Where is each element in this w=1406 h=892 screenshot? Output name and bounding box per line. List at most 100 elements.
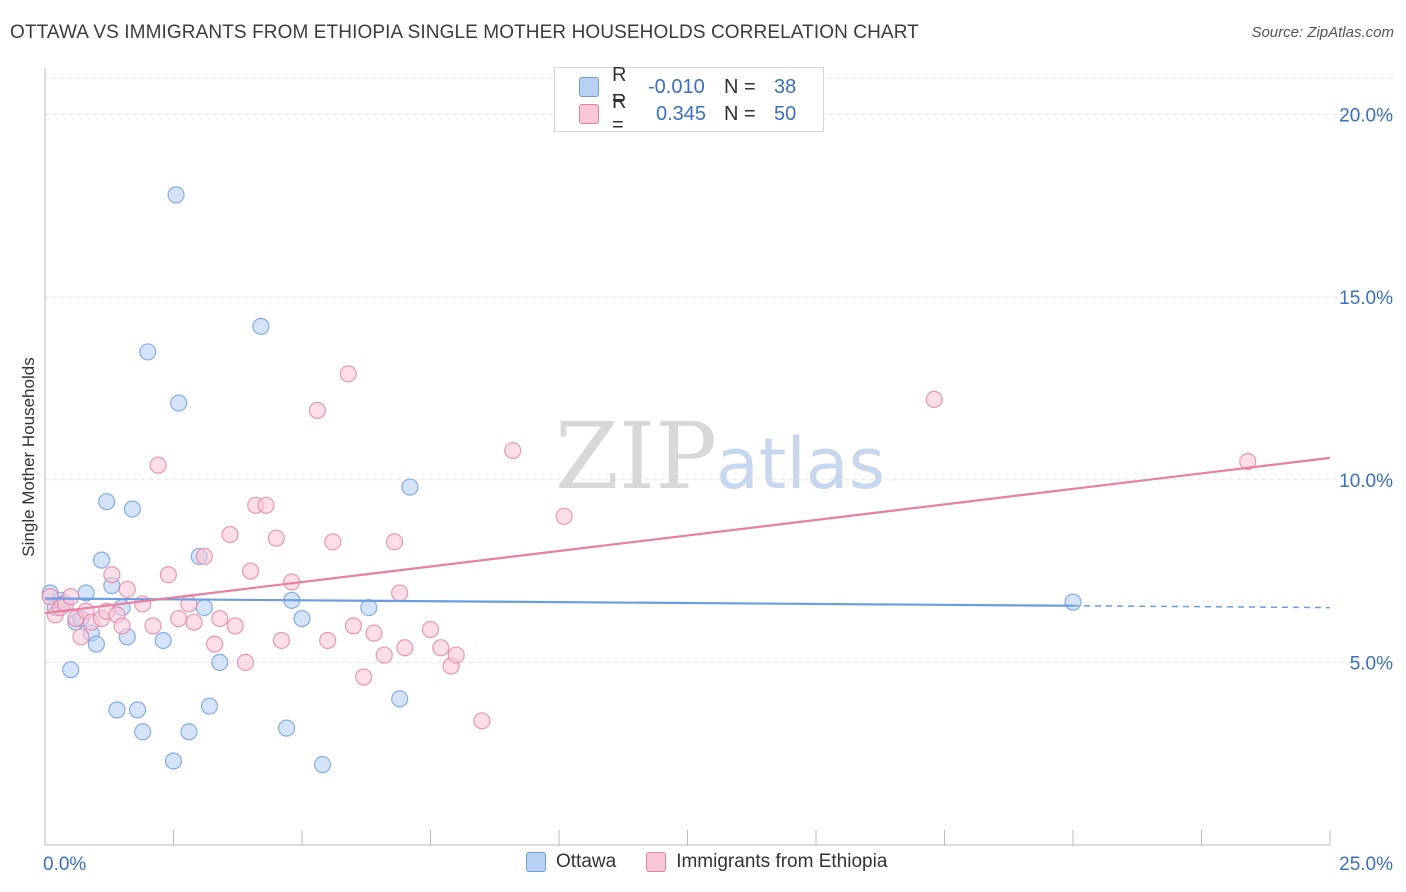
ottawa-point xyxy=(87,635,106,653)
y-tick-label: 15.0% xyxy=(1339,288,1393,309)
ottawa-point xyxy=(92,551,111,569)
legend-item-ethiopia: Immigrants from Ethiopia xyxy=(646,851,887,873)
ethiopia-point xyxy=(62,588,80,606)
ethiopia-swatch xyxy=(579,104,599,124)
ethiopia-point xyxy=(211,609,229,628)
ottawa-point xyxy=(139,343,157,361)
ottawa-point xyxy=(108,701,126,719)
ethiopia-legend-label: Immigrants from Ethiopia xyxy=(676,851,888,872)
ottawa-point xyxy=(1064,593,1082,611)
ottawa-swatch xyxy=(579,77,599,97)
ottawa-point xyxy=(180,723,198,741)
ottawa-legend-label: Ottawa xyxy=(556,851,617,872)
ottawa-point xyxy=(195,598,213,617)
n-value: 50 xyxy=(774,102,797,125)
r-label: R = xyxy=(612,64,627,109)
series-legend: Ottawa Immigrants from Ethiopia xyxy=(526,851,917,873)
ottawa-point xyxy=(164,752,183,770)
ottawa-point xyxy=(391,690,409,708)
ethiopia-point xyxy=(221,525,239,544)
ethiopia-point xyxy=(473,712,491,730)
y-axis-label: Single Mother Households xyxy=(19,357,38,556)
ethiopia-point xyxy=(206,635,224,653)
ethiopia-point xyxy=(421,620,440,639)
ethiopia-point xyxy=(308,401,327,419)
x-tick-label: 25.0% xyxy=(1339,854,1393,875)
ottawa-trend-line-dashed xyxy=(1072,605,1331,609)
tick-labels: 5.0% 10.0% 15.0% 20.0% 0.0% 25.0% xyxy=(43,106,1393,875)
ethiopia-legend-swatch xyxy=(646,852,667,872)
ethiopia-point xyxy=(41,588,59,606)
ethiopia-point xyxy=(170,609,188,628)
ethiopia-point xyxy=(447,646,465,664)
ethiopia-point xyxy=(226,617,244,635)
ethiopia-point xyxy=(504,441,522,460)
ethiopia-trend-line xyxy=(44,456,1331,615)
ethiopia-point xyxy=(72,628,90,646)
legend-row-ottawa: R = -0.010 N = 38 xyxy=(579,64,797,109)
ottawa-point xyxy=(154,631,172,650)
ethiopia-point xyxy=(339,365,357,383)
r-value: -0.010 xyxy=(648,75,705,98)
ottawa-point xyxy=(401,478,419,496)
ethiopia-point xyxy=(267,529,285,547)
ethiopia-point xyxy=(391,584,409,602)
ethiopia-point xyxy=(344,617,362,635)
ottawa-point xyxy=(167,186,185,204)
ottawa-point xyxy=(62,661,80,679)
r-value: 0.345 xyxy=(656,102,707,125)
ethiopia-point xyxy=(396,639,414,657)
ethiopia-point xyxy=(272,631,291,650)
n-label: N = xyxy=(724,102,756,125)
ethiopia-point xyxy=(925,390,943,409)
ethiopia-point xyxy=(103,566,121,584)
ottawa-point xyxy=(123,500,141,518)
ethiopia-point xyxy=(385,533,404,551)
legend-item-ottawa: Ottawa xyxy=(526,851,616,873)
legend-row-ethiopia: R = 0.345 N = 50 xyxy=(579,91,797,136)
ottawa-point xyxy=(134,723,152,741)
r-label: R = xyxy=(612,91,627,136)
ethiopia-point xyxy=(159,566,177,584)
ethiopia-point xyxy=(185,613,203,631)
ethiopia-point xyxy=(375,646,393,664)
ottawa-legend-swatch xyxy=(526,852,546,872)
n-value: 38 xyxy=(774,75,797,98)
ethiopia-point xyxy=(242,562,260,580)
y-tick-label: 20.0% xyxy=(1339,106,1393,127)
ottawa-point xyxy=(98,493,116,511)
axes xyxy=(44,68,1331,846)
stats-legend: R = -0.010 N = 38 R = 0.345 N = 50 xyxy=(554,64,824,136)
ottawa-point xyxy=(277,719,296,737)
ethiopia-point xyxy=(195,547,213,566)
ethiopia-point xyxy=(149,456,167,474)
n-label: N = xyxy=(724,75,756,98)
watermark: ZIP atlas xyxy=(555,403,885,510)
ottawa-point xyxy=(252,317,270,335)
ethiopia-point xyxy=(555,507,573,525)
ethiopia-point xyxy=(324,533,342,551)
x-tick-label: 0.0% xyxy=(43,854,86,875)
ottawa-point xyxy=(128,701,147,719)
source-label: Source: ZipAtlas.com xyxy=(1251,24,1394,41)
ottawa-point xyxy=(313,756,332,774)
ethiopia-point xyxy=(236,653,255,671)
watermark-atlas: atlas xyxy=(716,423,885,505)
ethiopia-point xyxy=(257,496,275,514)
trend-lines xyxy=(44,456,1331,615)
ethiopia-point xyxy=(432,639,450,657)
ethiopia-point xyxy=(1239,452,1257,471)
ottawa-point xyxy=(200,697,219,715)
ethiopia-point xyxy=(355,668,373,686)
watermark-zip: ZIP xyxy=(555,403,717,510)
ethiopia-point xyxy=(180,595,198,613)
data-points xyxy=(41,186,1257,774)
ethiopia-point xyxy=(365,624,383,642)
ottawa-point xyxy=(293,609,311,628)
ottawa-point xyxy=(360,598,378,617)
ethiopia-point xyxy=(118,580,136,598)
ethiopia-point xyxy=(144,617,162,635)
chart-title: OTTAWA VS IMMIGRANTS FROM ETHIOPIA SINGL… xyxy=(10,22,919,43)
y-tick-label: 5.0% xyxy=(1350,653,1393,674)
